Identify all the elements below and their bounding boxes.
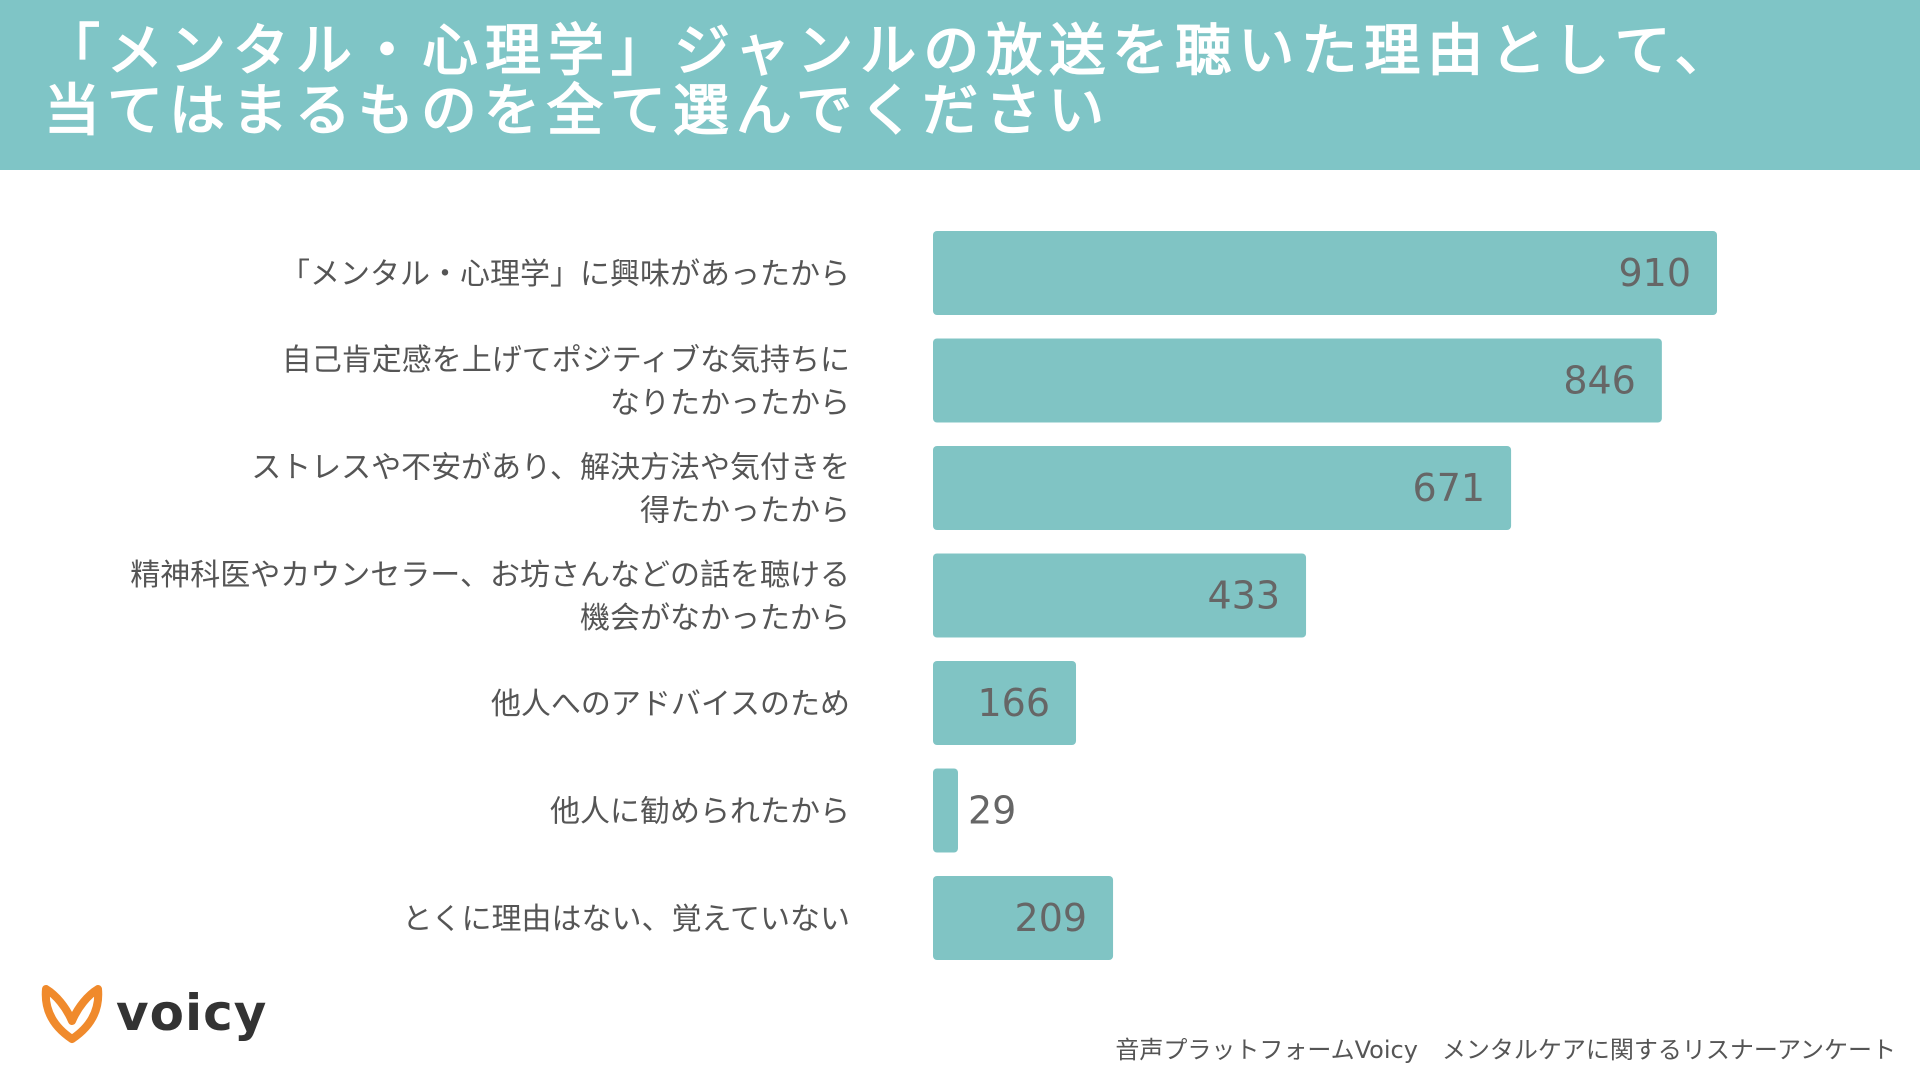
category-label-1-1: なりたかったから <box>610 386 850 421</box>
value-label-0: 910 <box>1618 251 1691 295</box>
bar-2 <box>933 446 1512 530</box>
bar-0 <box>933 231 1717 315</box>
category-label-2-1: 得たかったから <box>640 494 850 529</box>
bar-4 <box>933 661 1077 745</box>
logo-text: voicy <box>116 984 268 1042</box>
category-label-1-0: 自己肯定感を上げてポジティブな気持ちに <box>282 343 850 378</box>
bar-1 <box>933 338 1662 423</box>
bar-3 <box>933 553 1307 638</box>
category-label-4-0: 他人へのアドバイスのため <box>491 687 850 722</box>
category-label-5-0: 他人に勧められたから <box>550 795 850 830</box>
value-label-6: 209 <box>1015 896 1088 940</box>
category-label-2-0: ストレスや不安があり、解決方法や気付きを <box>251 451 850 486</box>
bar-5 <box>933 768 958 853</box>
header-banner: 「メンタル・心理学」ジャンルの放送を聴いた理由として、 当てはまるものを全て選ん… <box>0 0 1920 170</box>
category-label-6-0: とくに理由はない、覚えていない <box>402 902 850 937</box>
voicy-logo-icon <box>41 985 103 1043</box>
category-label-0-0: 「メンタル・心理学」に興味があったから <box>280 257 850 292</box>
category-label-3-0: 精神科医やカウンセラー、お坊さんなどの話を聴ける <box>130 558 850 593</box>
category-label-3-1: 機会がなかったから <box>580 601 850 636</box>
value-label-2: 671 <box>1413 466 1486 510</box>
voicy-logo: voicy <box>40 978 267 1048</box>
value-label-4: 166 <box>977 681 1050 725</box>
title-line-1: 「メンタル・心理学」ジャンルの放送を聴いた理由として、 <box>44 19 1738 84</box>
source-note: 音声プラットフォームVoicy メンタルケアに関するリスナーアンケート <box>1115 1036 1896 1064</box>
value-label-5: 29 <box>968 789 1016 833</box>
value-label-1: 846 <box>1563 359 1636 403</box>
page-title: 「メンタル・心理学」ジャンルの放送を聴いた理由として、 当てはまるものを全て選ん… <box>44 22 1874 142</box>
bar-6 <box>933 876 1114 960</box>
value-label-3: 433 <box>1208 574 1281 618</box>
title-line-2: 当てはまるものを全て選んでください <box>44 79 1112 144</box>
